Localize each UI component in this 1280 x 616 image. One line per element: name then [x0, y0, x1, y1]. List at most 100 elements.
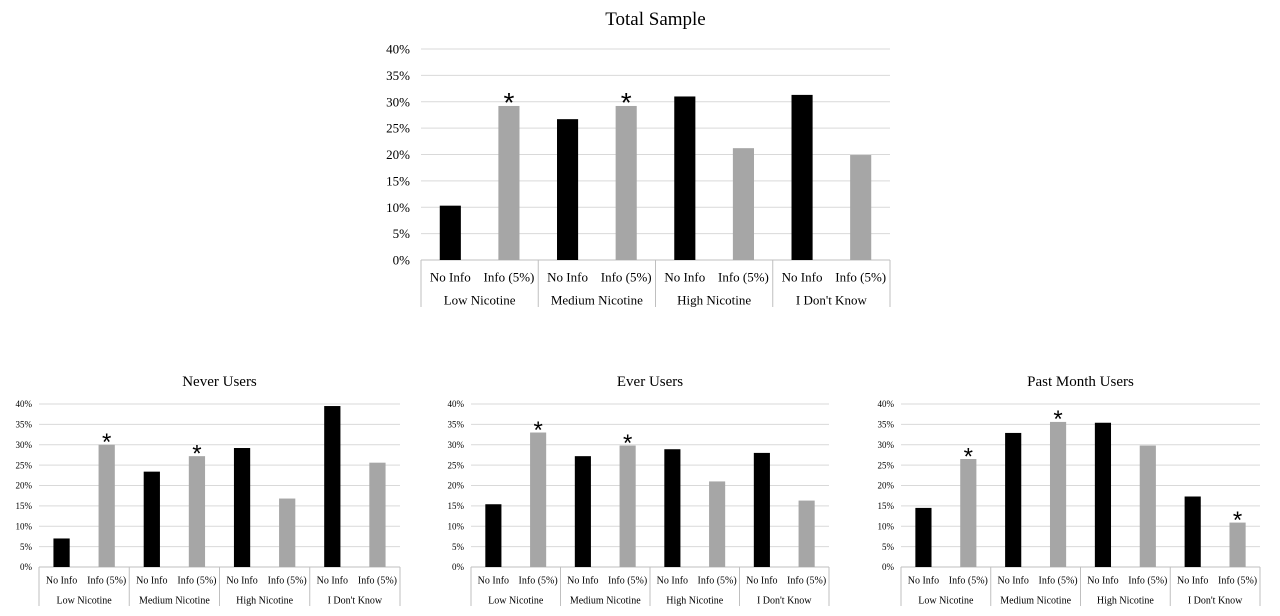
y-tick-label: 20% [16, 481, 33, 491]
x-category-label: Info (5%) [358, 576, 397, 587]
y-tick-label: 20% [386, 147, 410, 162]
x-category-label: No Info [746, 576, 777, 587]
bar [960, 459, 977, 567]
bar [1184, 496, 1201, 567]
y-tick-label: 30% [448, 440, 465, 450]
y-tick-label: 10% [16, 521, 33, 531]
y-tick-label: 40% [878, 399, 895, 409]
x-category-label: Info (5%) [698, 576, 737, 587]
bar [143, 471, 160, 567]
chart-ever-users: Ever Users 0% 5% 10% 15% 20% 25% 30% 35% 40% No In… [448, 374, 830, 607]
x-category-label: No Info [567, 576, 598, 587]
x-group-label: Low Nicotine [488, 596, 544, 607]
x-category-label: Info (5%) [608, 576, 647, 587]
bar [619, 445, 636, 567]
y-tick-label: 25% [386, 121, 410, 136]
bar [615, 105, 637, 260]
y-tick-label: 20% [448, 481, 465, 491]
chart-title: Total Sample [605, 9, 706, 30]
significance-marker: * [623, 430, 632, 457]
chart-never-users: Never Users 0% 5% 10% 15% 20% 25% 30% 35% 40% No I… [16, 374, 401, 607]
bar [369, 462, 386, 567]
y-tick-label: 40% [448, 399, 465, 409]
y-tick-label: 0% [20, 562, 33, 572]
significance-marker: * [964, 443, 973, 470]
x-category-label: Info (5%) [483, 270, 534, 285]
bar [664, 449, 681, 567]
y-tick-label: 25% [878, 460, 895, 470]
x-category-label: Info (5%) [87, 576, 126, 587]
y-tick-label: 35% [448, 420, 465, 430]
y-tick-label: 0% [882, 562, 895, 572]
x-category-label: Info (5%) [1128, 576, 1167, 587]
bar [850, 155, 872, 260]
significance-marker: * [1233, 507, 1242, 534]
x-group-label: I Don't Know [757, 596, 812, 607]
y-tick-label: 15% [386, 173, 410, 188]
y-tick-label: 20% [878, 481, 895, 491]
y-tick-label: 40% [386, 42, 410, 57]
x-category-label: No Info [547, 270, 588, 285]
y-tick-label: 0% [393, 253, 411, 268]
bar [1049, 421, 1067, 567]
x-category-label: No Info [136, 576, 167, 587]
x-group-label: High Nicotine [677, 293, 751, 308]
bar [53, 538, 70, 567]
x-category-label: No Info [1087, 576, 1118, 587]
x-group-label: Low Nicotine [56, 596, 112, 607]
bar [709, 481, 726, 567]
x-category-label: Info (5%) [601, 270, 652, 285]
x-group-label: Medium Nicotine [551, 293, 643, 308]
x-group-label: I Don't Know [328, 596, 383, 607]
x-category-label: Info (5%) [949, 576, 988, 587]
x-category-label: Info (5%) [718, 270, 769, 285]
chart-past-month-users: Past Month Users 0% 5% 10% 15% 20% 25% 30% 35% 40… [878, 374, 1261, 607]
x-group-label: Medium Nicotine [139, 596, 210, 607]
y-tick-label: 25% [448, 460, 465, 470]
bar [574, 456, 591, 567]
significance-marker: * [503, 87, 514, 118]
x-category-label: No Info [46, 576, 77, 587]
bar [1005, 432, 1022, 567]
bar [1229, 522, 1246, 567]
x-category-label: No Info [226, 576, 257, 587]
x-category-label: Info (5%) [1038, 576, 1077, 587]
y-tick-label: 35% [878, 420, 895, 430]
x-group-label: Low Nicotine [444, 293, 516, 308]
y-tick-label: 5% [20, 542, 33, 552]
y-tick-label: 0% [452, 562, 465, 572]
bar [732, 148, 754, 260]
x-category-label: No Info [997, 576, 1028, 587]
y-tick-label: 25% [16, 460, 33, 470]
bar [324, 406, 341, 567]
chart-title: Never Users [182, 374, 257, 390]
x-group-label: I Don't Know [1188, 596, 1243, 607]
bar [753, 452, 770, 567]
bar [233, 448, 251, 567]
x-category-label: No Info [430, 270, 471, 285]
chart-title: Past Month Users [1027, 374, 1134, 390]
y-tick-label: 10% [448, 521, 465, 531]
y-tick-label: 15% [16, 501, 33, 511]
y-tick-label: 30% [386, 94, 410, 109]
bar [498, 105, 520, 260]
bar [188, 456, 206, 567]
y-tick-label: 5% [393, 226, 411, 241]
x-group-label: High Nicotine [236, 596, 293, 607]
y-tick-label: 5% [452, 542, 465, 552]
x-category-label: No Info [657, 576, 688, 587]
x-category-label: Info (5%) [519, 576, 558, 587]
x-group-label: I Don't Know [796, 293, 868, 308]
chart-title: Ever Users [617, 374, 683, 390]
y-tick-label: 40% [16, 399, 33, 409]
bar [279, 498, 296, 567]
bar [439, 205, 461, 260]
x-category-label: Info (5%) [1218, 576, 1257, 587]
x-category-label: No Info [317, 576, 348, 587]
significance-marker: * [621, 87, 632, 118]
x-category-label: No Info [478, 576, 509, 587]
x-category-label: No Info [664, 270, 705, 285]
x-category-label: Info (5%) [787, 576, 826, 587]
y-tick-label: 15% [448, 501, 465, 511]
